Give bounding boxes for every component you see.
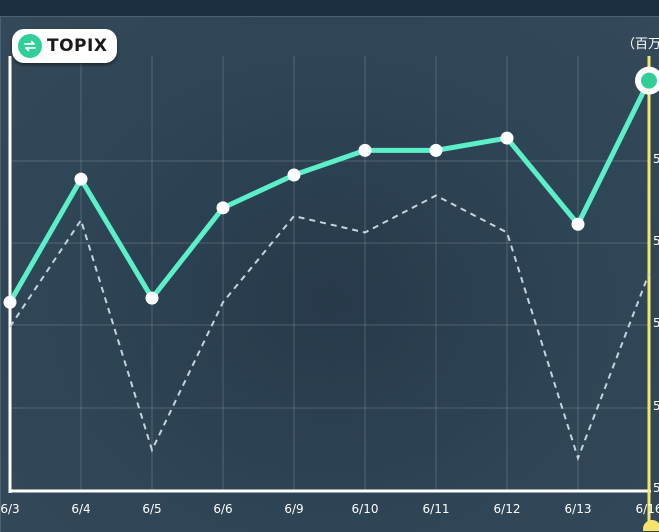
- x-tick-label: 6/5: [142, 502, 161, 516]
- series-main-line: [10, 81, 649, 303]
- x-tick-label: 6/16: [636, 502, 659, 516]
- series-main-point: [501, 132, 514, 145]
- x-tick-label: 6/12: [494, 502, 521, 516]
- series-main-point: [4, 296, 17, 309]
- series-main-point: [430, 144, 443, 157]
- topix-badge[interactable]: TOPIX: [12, 29, 117, 63]
- series-main-point: [288, 169, 301, 182]
- unit-label: （百万: [622, 33, 659, 52]
- y-tick-labels: 5 5 5 5 5: [653, 152, 659, 495]
- x-tick-label: 6/4: [71, 502, 90, 516]
- y-tick-label: 5: [653, 316, 659, 330]
- x-tick-label: 6/3: [0, 502, 19, 516]
- grid-lines: [10, 56, 649, 491]
- y-tick-label: 5: [653, 481, 659, 495]
- axes: [9, 56, 659, 531]
- x-tick-label: 6/6: [213, 502, 232, 516]
- series-main-point-last: [641, 73, 657, 89]
- x-tick-labels: 6/3 6/4 6/5 6/6 6/9 6/10 6/11 6/12 6/13 6/16: [0, 502, 659, 516]
- x-tick-label: 6/13: [565, 502, 592, 516]
- series-layer: [4, 67, 659, 459]
- badge-label: TOPIX: [47, 36, 107, 56]
- series-main-point: [359, 144, 372, 157]
- series-main-point: [217, 201, 230, 214]
- series-dashed-line: [10, 196, 649, 459]
- series-main-point: [572, 218, 585, 231]
- y-tick-label: 5: [653, 152, 659, 166]
- x-tick-label: 6/11: [423, 502, 450, 516]
- series-main-point: [75, 173, 88, 186]
- y-tick-label: 5: [653, 234, 659, 248]
- swap-icon: [18, 34, 42, 58]
- series-main-point: [146, 292, 159, 305]
- x-tick-label: 6/10: [352, 502, 379, 516]
- x-tick-label: 6/9: [284, 502, 303, 516]
- y-tick-label: 5: [653, 399, 659, 413]
- axis-marker: [643, 520, 659, 531]
